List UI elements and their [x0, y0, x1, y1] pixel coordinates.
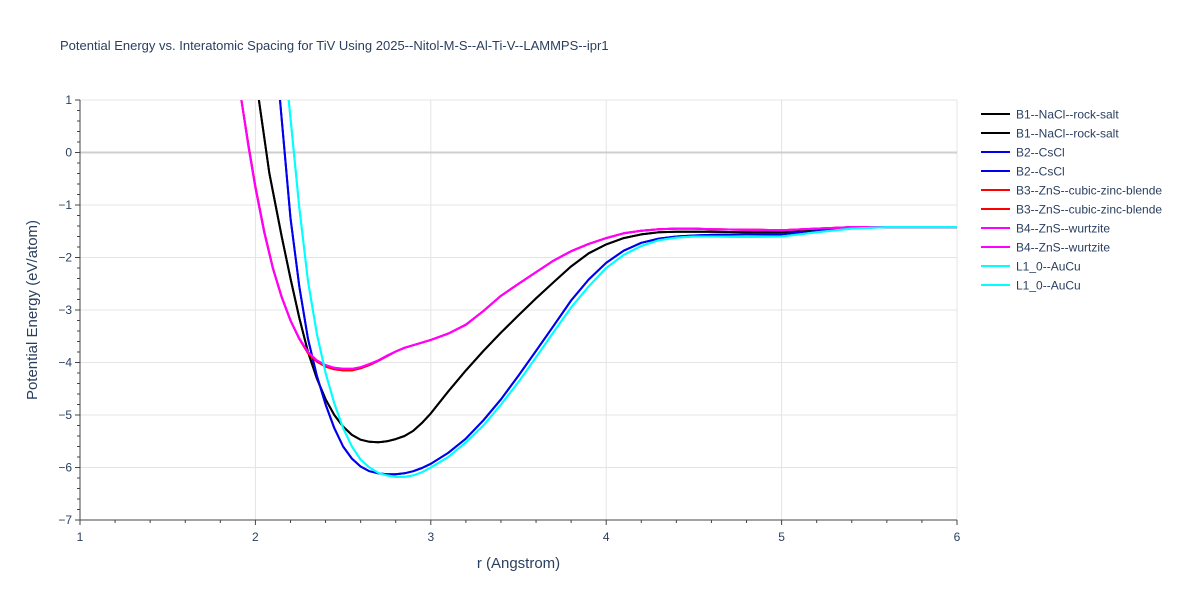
- y-tick-label: −6: [58, 461, 72, 475]
- series-line-1: [257, 100, 957, 444]
- y-tick-label: −7: [58, 513, 72, 527]
- legend-label: L1_0--AuCu: [1016, 279, 1081, 293]
- grid-layer: [80, 99, 958, 520]
- legend-item[interactable]: B3--ZnS--cubic-zinc-blende: [981, 203, 1162, 217]
- legend[interactable]: B1--NaCl--rock-salt B1--NaCl--rock-salt B2…: [981, 108, 1162, 293]
- legend-label: B4--ZnS--wurtzite: [1016, 241, 1110, 255]
- chart-title: Potential Energy vs. Interatomic Spacing…: [60, 38, 609, 53]
- series-line-7: [240, 100, 957, 370]
- legend-label: B3--ZnS--cubic-zinc-blende: [1016, 203, 1162, 217]
- axes: [75, 99, 958, 525]
- x-tick-label: 1: [77, 530, 84, 544]
- legend-label: B3--ZnS--cubic-zinc-blende: [1016, 184, 1162, 198]
- x-tick-label: 5: [778, 530, 785, 544]
- legend-label: B2--CsCl: [1016, 146, 1065, 160]
- y-tick-label: 1: [65, 93, 72, 107]
- legend-label: L1_0--AuCu: [1016, 260, 1081, 274]
- y-tick-label: −2: [58, 251, 72, 265]
- legend-label: B4--ZnS--wurtzite: [1016, 222, 1110, 236]
- series-line-0: [257, 100, 957, 444]
- series-line-3: [279, 100, 957, 476]
- x-tick-label: 3: [427, 530, 434, 544]
- series-line-5: [240, 100, 957, 372]
- y-tick-label: −3: [58, 303, 72, 317]
- legend-item[interactable]: B2--CsCl: [981, 146, 1065, 160]
- legend-item[interactable]: B4--ZnS--wurtzite: [981, 222, 1110, 236]
- tick-labels: 1 2 3 4 5 6 1 0 −1 −2 −3 −4 −5 −6 −7: [58, 93, 960, 544]
- legend-item[interactable]: L1_0--AuCu: [981, 260, 1081, 274]
- y-tick-label: −4: [58, 356, 72, 370]
- legend-item[interactable]: B1--NaCl--rock-salt: [981, 108, 1119, 122]
- legend-item[interactable]: L1_0--AuCu: [981, 279, 1081, 293]
- y-tick-label: −1: [58, 198, 72, 212]
- y-axis-title: Potential Energy (eV/atom): [24, 220, 41, 400]
- x-tick-label: 6: [954, 530, 961, 544]
- legend-label: B2--CsCl: [1016, 165, 1065, 179]
- legend-item[interactable]: B3--ZnS--cubic-zinc-blende: [981, 184, 1162, 198]
- series-line-6: [240, 100, 957, 370]
- series-line-9: [287, 100, 957, 478]
- series-lines: [240, 100, 957, 478]
- series-line-2: [279, 100, 957, 476]
- series-line-4: [240, 100, 957, 372]
- y-tick-label: −5: [58, 408, 72, 422]
- series-line-8: [287, 100, 957, 478]
- x-tick-label: 4: [603, 530, 610, 544]
- y-tick-label: 0: [65, 146, 72, 160]
- legend-label: B1--NaCl--rock-salt: [1016, 108, 1119, 122]
- legend-item[interactable]: B1--NaCl--rock-salt: [981, 127, 1119, 141]
- legend-item[interactable]: B4--ZnS--wurtzite: [981, 241, 1110, 255]
- legend-label: B1--NaCl--rock-salt: [1016, 127, 1119, 141]
- x-axis-title: r (Angstrom): [477, 555, 560, 572]
- legend-item[interactable]: B2--CsCl: [981, 165, 1065, 179]
- x-tick-label: 2: [252, 530, 259, 544]
